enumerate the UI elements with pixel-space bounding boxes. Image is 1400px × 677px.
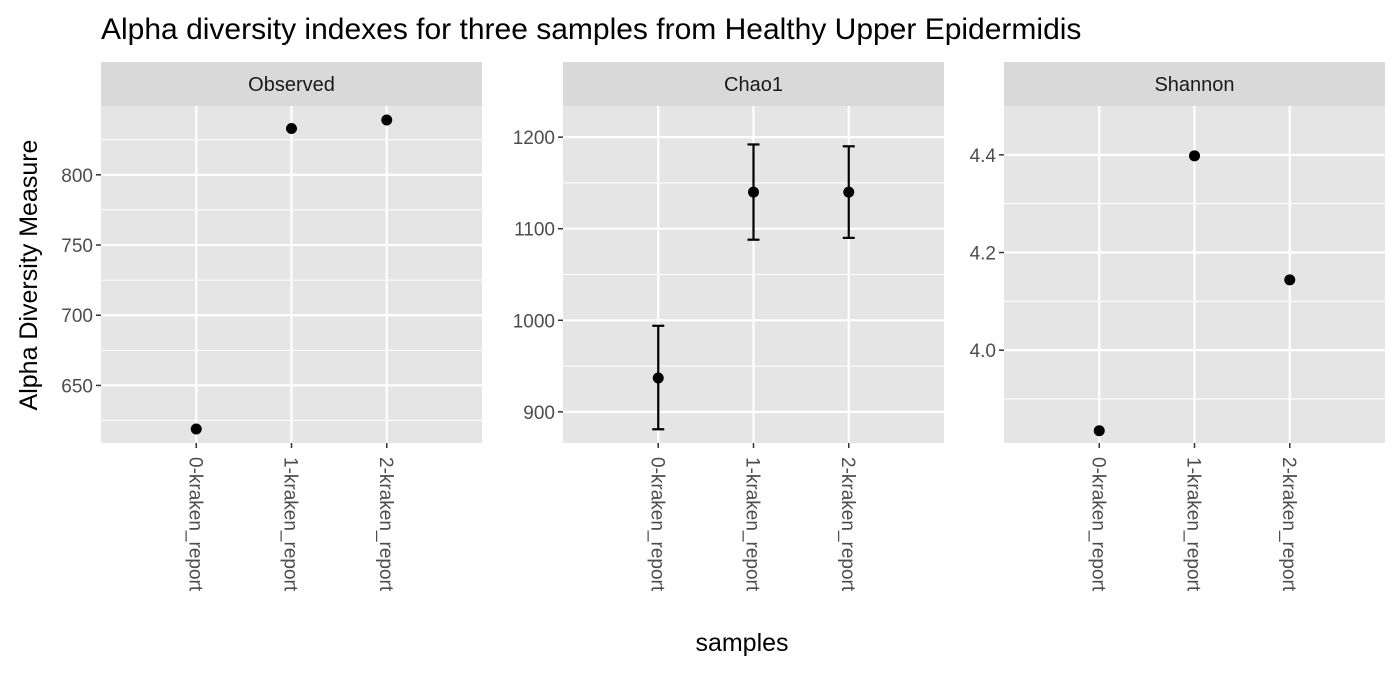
x-tick-label: 1-kraken_report xyxy=(1183,457,1204,592)
x-tick-label: 1-kraken_report xyxy=(280,457,301,592)
facet-panels: Observed 650 700 750 800 0-kraken_report 1-kra… xyxy=(61,62,1385,592)
x-tick-label: 0-kraken_report xyxy=(646,457,667,592)
x-axis-title: samples xyxy=(695,629,788,657)
facet-panel: Observed 650 700 750 800 0-kraken_report 1-kra… xyxy=(61,62,482,592)
facet-strip xyxy=(1004,62,1385,106)
facet-strip-label: Observed xyxy=(248,74,335,96)
y-tick-label: 1000 xyxy=(513,311,555,332)
y-tick-label: 4.0 xyxy=(970,341,996,362)
y-tick-label: 1200 xyxy=(513,128,555,149)
data-point xyxy=(190,423,202,435)
data-point xyxy=(652,372,664,384)
y-tick-label: 750 xyxy=(61,236,93,257)
data-point xyxy=(1093,425,1105,437)
y-tick-label: 4.4 xyxy=(970,146,997,167)
y-tick-label: 1100 xyxy=(514,220,555,241)
x-tick-label: 2-kraken_report xyxy=(837,457,858,592)
data-point xyxy=(286,122,297,134)
data-point xyxy=(748,186,759,198)
chart-title: Alpha diversity indexes for three sample… xyxy=(101,13,1081,46)
x-tick-label: 2-kraken_report xyxy=(1278,457,1299,592)
facet-panel: Shannon 4.0 4.2 4.4 0-kraken_report 1-kraken_… xyxy=(970,62,1385,592)
x-tick-label: 2-kraken_report xyxy=(375,457,396,592)
x-tick-label: 0-kraken_report xyxy=(184,457,205,592)
data-point xyxy=(381,114,393,126)
facet-strip xyxy=(563,62,944,106)
y-tick-label: 4.2 xyxy=(970,244,996,265)
data-point xyxy=(1189,150,1200,162)
facet-strip-label: Shannon xyxy=(1154,74,1234,96)
y-tick-label: 700 xyxy=(61,306,93,327)
x-tick-label: 0-kraken_report xyxy=(1087,457,1108,592)
data-point xyxy=(1284,274,1296,286)
data-point xyxy=(843,186,855,198)
y-tick-label: 800 xyxy=(61,166,93,187)
x-tick-label: 1-kraken_report xyxy=(742,457,763,592)
facet-strip-label: Chao1 xyxy=(724,74,783,96)
y-tick-label: 650 xyxy=(61,376,93,397)
facet-strip xyxy=(101,62,482,106)
facet-panel: Chao1 900 1000 1100 1200 0-kraken_report 1-kra… xyxy=(513,62,944,592)
y-tick-label: 900 xyxy=(523,403,555,424)
y-axis-title: Alpha Diversity Measure xyxy=(15,140,43,411)
